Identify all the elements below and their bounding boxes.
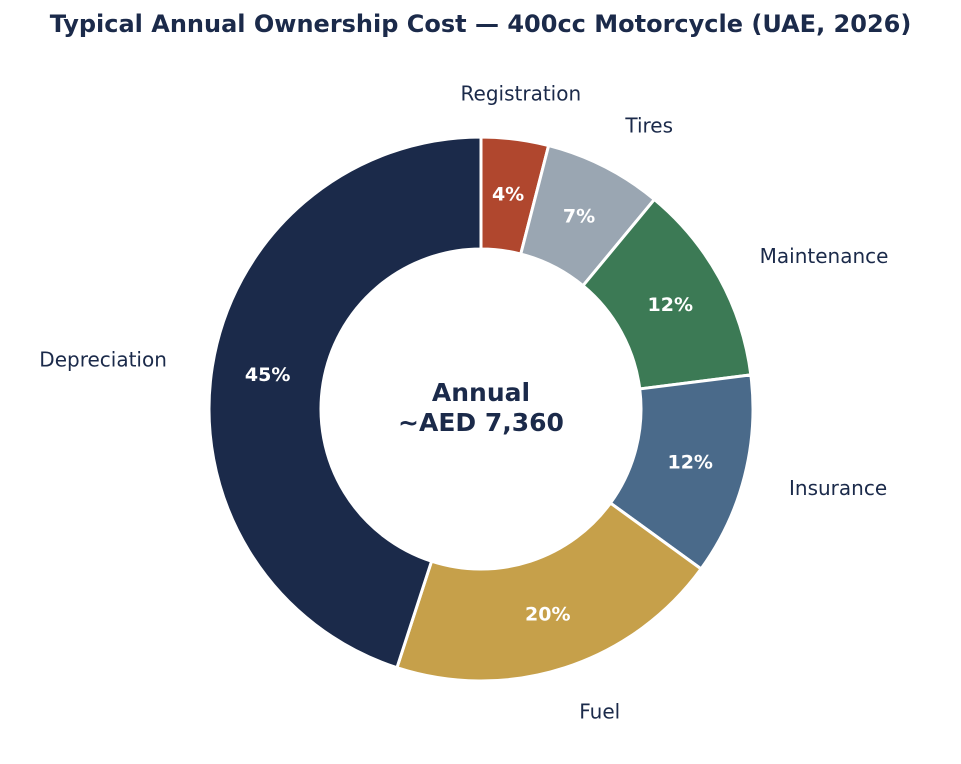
category-label-insurance: Insurance xyxy=(789,476,887,500)
percent-labels: 4% 7% 12% 12% 20% 45% xyxy=(245,184,713,626)
category-label-maintenance: Maintenance xyxy=(760,244,889,268)
percent-label-maintenance: 12% xyxy=(648,294,693,316)
category-label-registration: Registration xyxy=(461,82,582,106)
category-label-tires: Tires xyxy=(624,114,673,138)
percent-label-depreciation: 45% xyxy=(245,364,290,386)
percent-label-insurance: 12% xyxy=(667,452,712,474)
percent-label-registration: 4% xyxy=(492,184,524,206)
category-label-fuel: Fuel xyxy=(579,699,620,723)
center-label-line-1: Annual xyxy=(432,378,530,407)
donut-center: Annual ~AED 7,360 xyxy=(398,378,564,437)
slice-fuel xyxy=(395,501,703,683)
category-labels: Registration Tires Maintenance Insurance Fue… xyxy=(39,82,888,724)
category-label-depreciation: Depreciation xyxy=(39,347,167,371)
chart-title: Typical Annual Ownership Cost — 400cc Mo… xyxy=(49,10,912,38)
percent-label-fuel: 20% xyxy=(525,603,570,625)
percent-label-tires: 7% xyxy=(563,206,595,228)
slice-depreciation xyxy=(207,135,483,670)
center-label-line-2: ~AED 7,360 xyxy=(398,408,564,437)
donut-slices xyxy=(207,135,755,683)
